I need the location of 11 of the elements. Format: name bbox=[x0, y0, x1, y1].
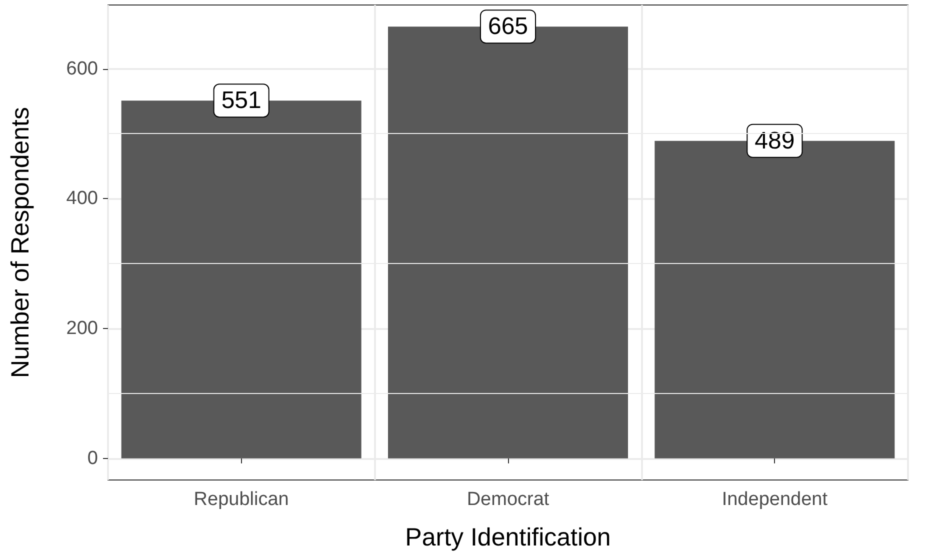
y-axis-title: Number of Respondents bbox=[6, 107, 34, 378]
y-tick-label: 200 bbox=[66, 318, 98, 340]
data-label: 665 bbox=[488, 13, 528, 40]
data-label: 551 bbox=[221, 87, 262, 114]
x-axis-title: Party Identification bbox=[405, 524, 611, 552]
y-tick-label: 600 bbox=[66, 58, 98, 80]
y-tick-label: 0 bbox=[87, 448, 98, 469]
x-tick-label: Independent bbox=[722, 489, 828, 510]
x-tick-label: Republican bbox=[194, 489, 289, 510]
x-tick-label: Democrat bbox=[466, 489, 550, 510]
y-tick-label: 400 bbox=[66, 188, 98, 210]
